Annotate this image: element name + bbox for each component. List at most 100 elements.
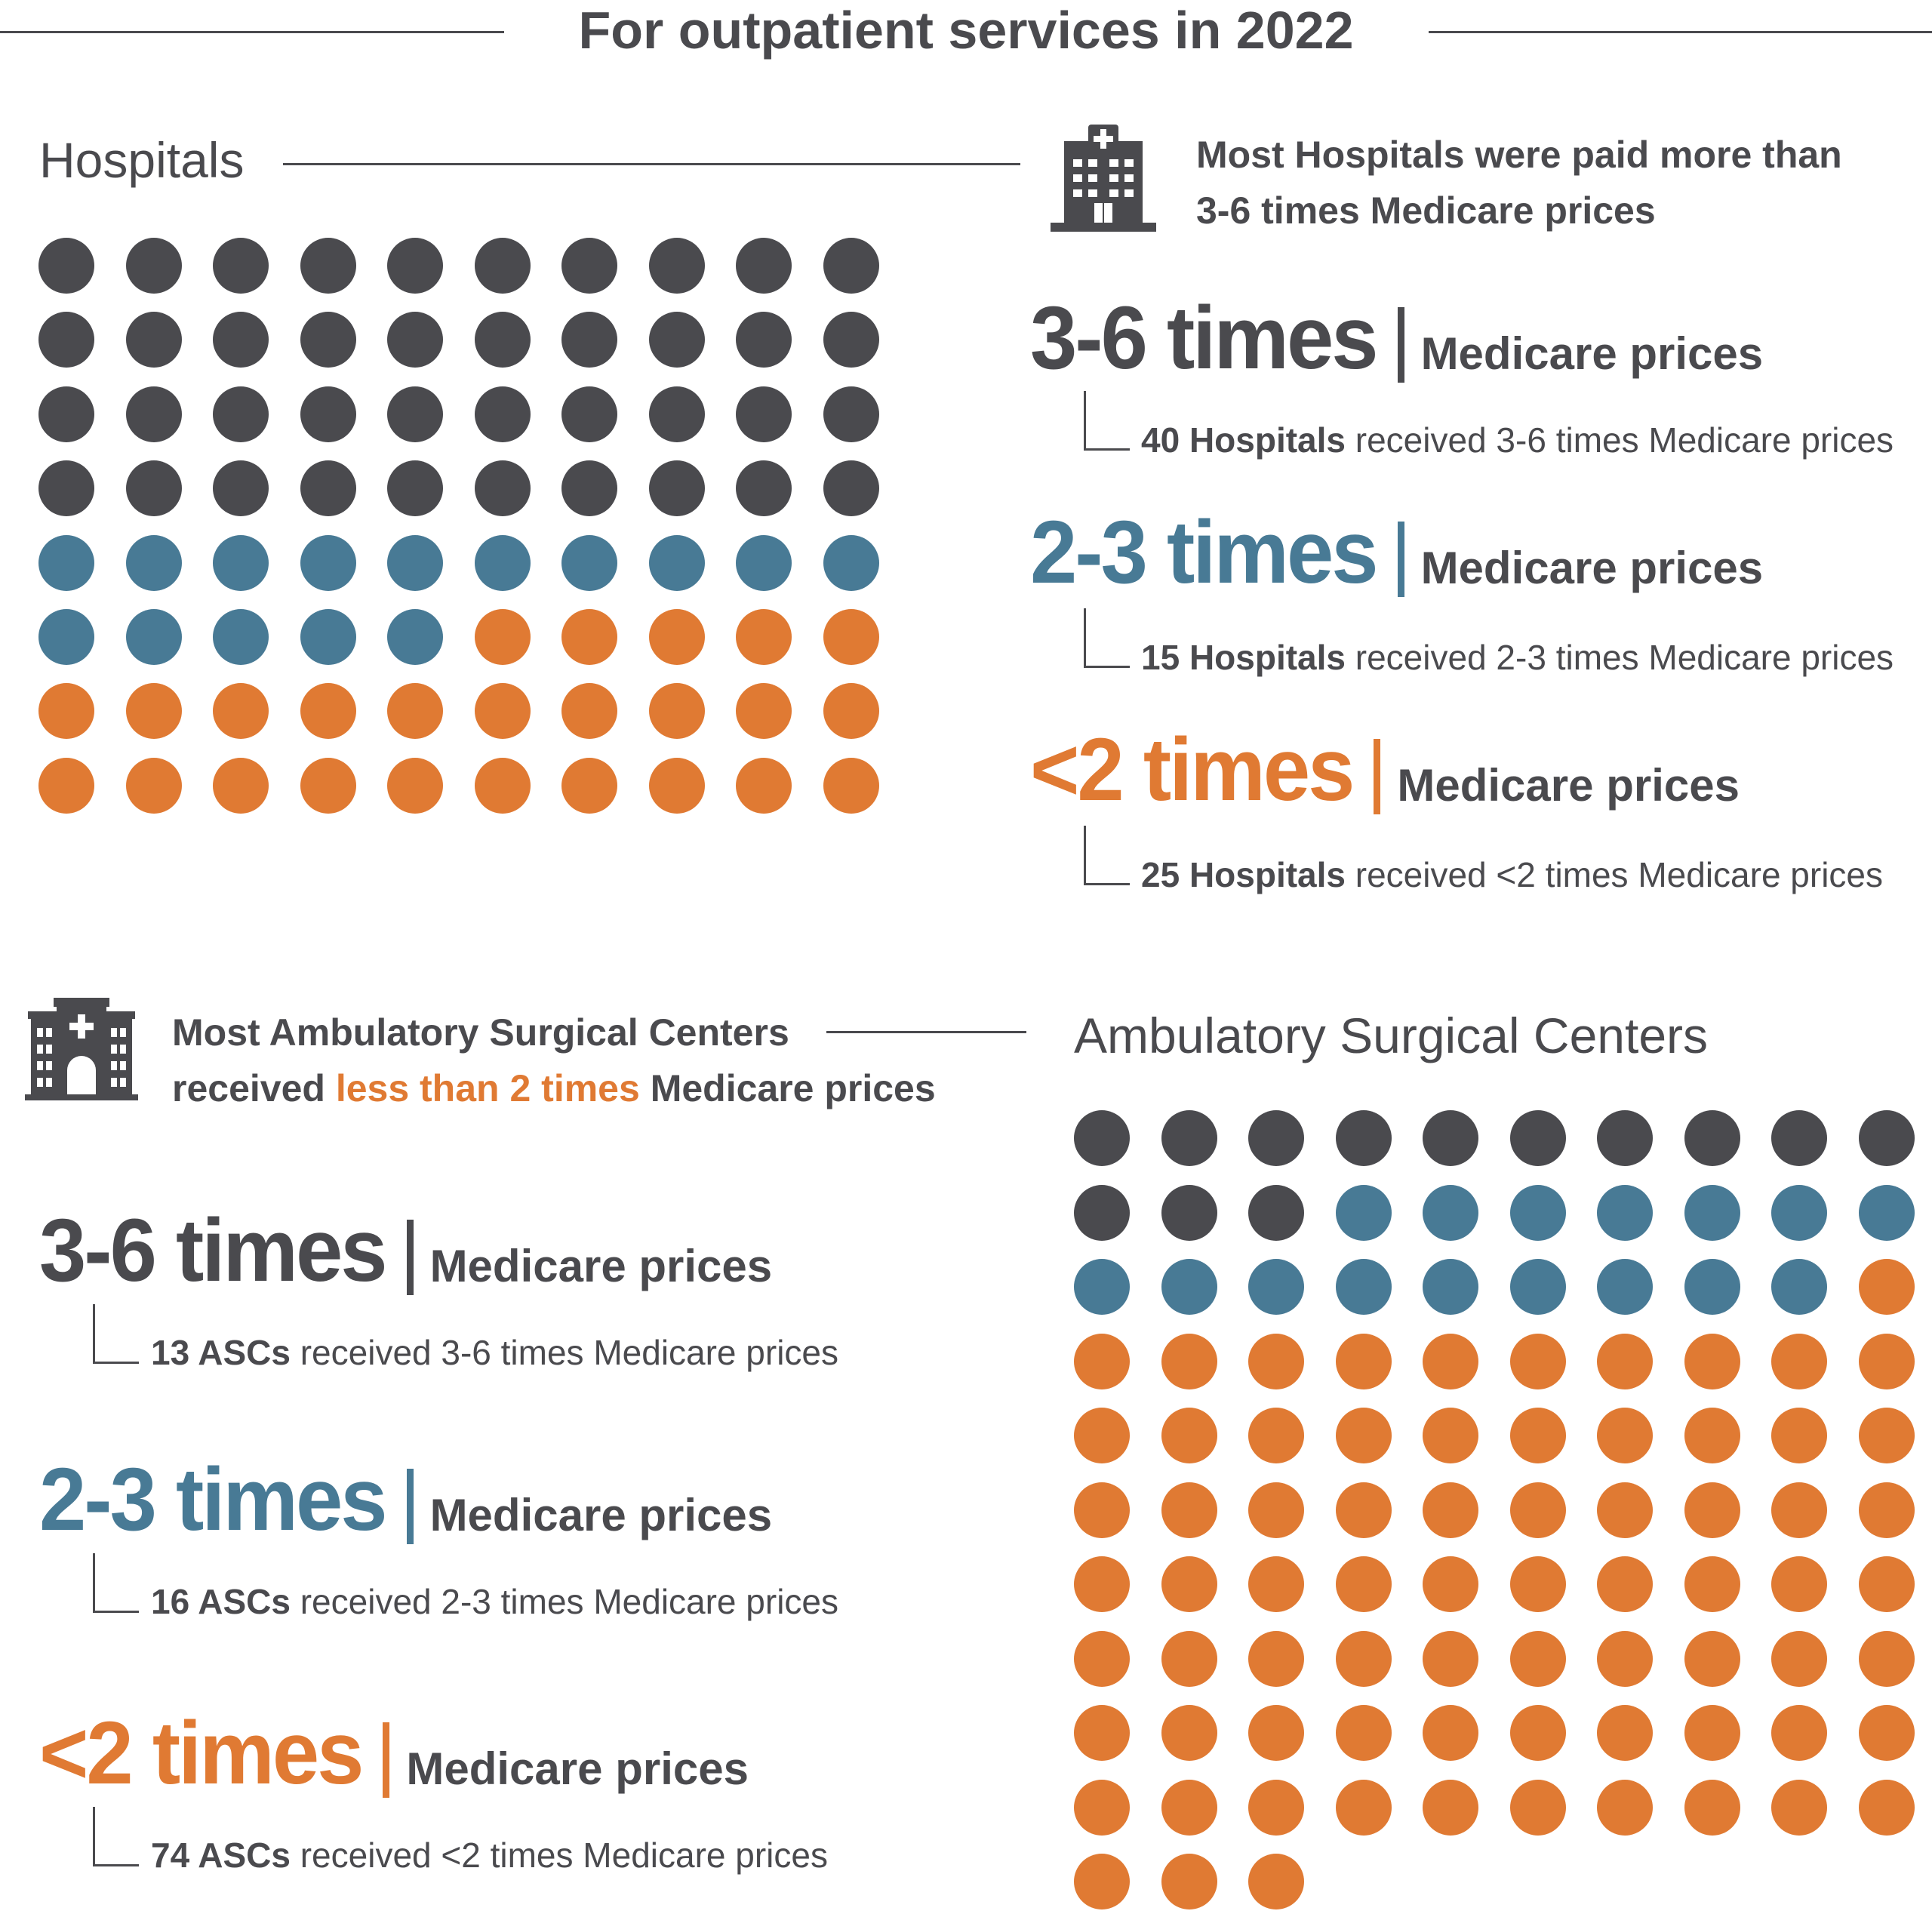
hospitals-cat-lt2: <2 times Medicare prices xyxy=(1030,725,1740,814)
asc-dot-orange xyxy=(1074,1408,1130,1463)
asc-dot-orange xyxy=(1248,1482,1304,1538)
asc-dot-orange xyxy=(1771,1333,1827,1389)
hospital-dot-dark xyxy=(387,312,443,368)
asc-dot-orange xyxy=(1509,1630,1566,1687)
asc-dot-dark xyxy=(1858,1110,1915,1166)
asc-dot-orange xyxy=(1597,1482,1653,1538)
asc-dot-orange xyxy=(1509,1556,1566,1612)
hospital-dot-blue xyxy=(300,609,356,665)
hospital-dot-orange xyxy=(213,757,269,814)
hospital-dot-orange xyxy=(125,683,182,740)
asc-dot-orange xyxy=(1074,1556,1130,1612)
hospitals-cat-lt2-divider xyxy=(1374,739,1381,814)
hospitals-cat-3-6-detail: 40 Hospitals received 3-6 times Medicare… xyxy=(1141,419,1894,461)
asc-dot-orange xyxy=(1335,1408,1392,1463)
ascs-title-rule xyxy=(826,1031,1026,1033)
ascs-cat-3-6-detail: 13 ASCs received 3-6 times Medicare pric… xyxy=(151,1331,838,1374)
asc-dot-blue xyxy=(1684,1259,1740,1315)
hospitals-cat-3-6-big: 3-6 times xyxy=(1030,288,1379,388)
hospital-dot-dark xyxy=(823,312,879,368)
hospital-dot-dark xyxy=(300,460,356,517)
ascs-cat-lt2-big: <2 times xyxy=(39,1703,364,1803)
asc-dot-orange xyxy=(1684,1630,1740,1687)
asc-dot-blue xyxy=(1597,1184,1653,1241)
asc-dot-dark xyxy=(1161,1110,1217,1166)
ascs-cat-3-6-count: 13 ASCs xyxy=(151,1333,291,1372)
asc-dot-orange xyxy=(1161,1556,1217,1612)
hospitals-cat-3-6-bracket xyxy=(1084,391,1130,451)
ascs-cat-2-3: 2-3 times Medicare prices xyxy=(39,1455,773,1544)
asc-dot-orange xyxy=(1509,1705,1566,1761)
asc-dot-blue xyxy=(1509,1259,1566,1315)
asc-dot-orange xyxy=(1423,1705,1478,1761)
page-title: For outpatient services in 2022 xyxy=(578,1,1354,60)
asc-dot-orange xyxy=(1597,1333,1653,1389)
hospital-dot-orange xyxy=(213,683,269,740)
hospital-dot-dark xyxy=(387,386,443,442)
asc-dot-orange xyxy=(1858,1705,1915,1761)
asc-dot-orange xyxy=(1597,1705,1653,1761)
hospital-dot-blue xyxy=(213,609,269,665)
hospital-dot-dark xyxy=(648,386,705,442)
asc-dot-blue xyxy=(1771,1184,1827,1241)
asc-dot-orange xyxy=(1423,1482,1478,1538)
hospital-dot-dark xyxy=(474,312,531,368)
asc-dot-orange xyxy=(1771,1408,1827,1463)
asc-dot-orange xyxy=(1074,1854,1130,1909)
asc-dot-blue xyxy=(1423,1184,1478,1241)
asc-dot-orange xyxy=(1161,1705,1217,1761)
hospital-dot-dark xyxy=(736,460,792,517)
ascs-intro-line1: Most Ambulatory Surgical Centers xyxy=(172,1011,789,1054)
hospital-dot-blue xyxy=(300,534,356,591)
asc-dot-orange xyxy=(1684,1482,1740,1538)
hospital-dot-orange xyxy=(648,609,705,665)
asc-dot-orange xyxy=(1597,1556,1653,1612)
ascs-intro-accent: less than 2 times xyxy=(335,1067,640,1109)
ascs-cat-2-3-divider xyxy=(406,1469,414,1544)
asc-dot-orange xyxy=(1858,1630,1915,1687)
asc-dot-blue xyxy=(1335,1259,1392,1315)
ascs-intro-pre: received xyxy=(172,1067,336,1109)
asc-dot-orange xyxy=(1161,1779,1217,1836)
hospitals-cat-3-6-desc: received 3-6 times Medicare prices xyxy=(1346,420,1894,460)
ascs-cat-3-6-desc: received 3-6 times Medicare prices xyxy=(290,1333,839,1372)
hospital-dot-dark xyxy=(213,238,269,294)
hospitals-cat-2-3-divider xyxy=(1397,522,1404,597)
hospital-dot-orange xyxy=(125,757,182,814)
hospitals-intro-line1: Most Hospitals were paid more than xyxy=(1196,134,1842,176)
ascs-cat-2-3-count: 16 ASCs xyxy=(151,1582,291,1621)
asc-dot-blue xyxy=(1509,1184,1566,1241)
asc-dot-orange xyxy=(1161,1482,1217,1538)
asc-dot-orange xyxy=(1335,1333,1392,1389)
ascs-cat-2-3-unit: Medicare prices xyxy=(429,1490,773,1540)
asc-dot-orange xyxy=(1074,1630,1130,1687)
hospitals-cat-3-6: 3-6 times Medicare prices xyxy=(1030,294,1763,383)
asc-dot-blue xyxy=(1684,1184,1740,1241)
hospital-dot-dark xyxy=(300,238,356,294)
asc-dot-orange xyxy=(1509,1482,1566,1538)
hospital-dot-blue xyxy=(125,609,182,665)
asc-dot-orange xyxy=(1161,1408,1217,1463)
title-rule-left xyxy=(0,31,504,33)
asc-dot-orange xyxy=(1858,1556,1915,1612)
asc-dot-orange xyxy=(1248,1779,1304,1836)
asc-dot-orange xyxy=(1335,1705,1392,1761)
asc-dot-orange xyxy=(1161,1630,1217,1687)
hospital-dot-blue xyxy=(736,534,792,591)
hospitals-cat-2-3-desc: received 2-3 times Medicare prices xyxy=(1346,638,1894,677)
ascs-cat-3-6-unit: Medicare prices xyxy=(429,1241,773,1291)
hospital-dot-orange xyxy=(736,609,792,665)
asc-dot-orange xyxy=(1248,1556,1304,1612)
hospital-dot-dark xyxy=(38,238,94,294)
hospital-dot-orange xyxy=(561,609,617,665)
hospital-dot-dark xyxy=(213,386,269,442)
asc-dot-orange xyxy=(1248,1408,1304,1463)
hospital-dot-orange xyxy=(823,683,879,740)
hospital-dot-blue xyxy=(561,534,617,591)
asc-dot-dark xyxy=(1335,1110,1392,1166)
hospital-dot-dark xyxy=(125,312,182,368)
hospital-dot-orange xyxy=(300,757,356,814)
asc-dot-orange xyxy=(1771,1556,1827,1612)
hospitals-cat-lt2-unit: Medicare prices xyxy=(1397,760,1740,811)
ascs-intro-line2: received less than 2 times Medicare pric… xyxy=(172,1060,936,1116)
